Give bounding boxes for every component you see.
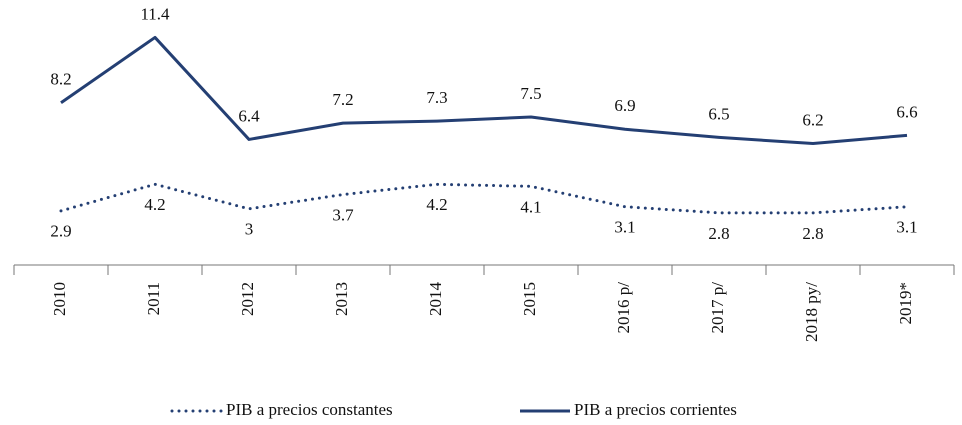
x-tick-label: 2015	[520, 282, 539, 316]
data-label: 8.2	[50, 70, 71, 89]
data-label: 7.3	[426, 88, 447, 107]
data-label: 2.8	[708, 224, 729, 243]
x-tick-label: 2016 p/	[614, 282, 633, 334]
x-tick-label: 2013	[332, 282, 351, 316]
data-label: 7.2	[332, 90, 353, 109]
x-tick-label: 2019*	[896, 282, 915, 325]
data-label: 6.5	[708, 104, 729, 123]
data-label: 3.7	[332, 205, 354, 224]
x-tick-label: 2017 p/	[708, 282, 727, 334]
data-label: 6.9	[614, 96, 635, 115]
legend-label: PIB a precios corrientes	[574, 400, 737, 419]
x-tick-label: 2014	[426, 282, 445, 317]
series-line	[59, 182, 909, 215]
data-label: 6.6	[896, 102, 917, 121]
data-label: 4.1	[520, 197, 541, 216]
data-label: 11.4	[140, 4, 170, 23]
data-label: 2.9	[50, 222, 71, 241]
legend-label: PIB a precios constantes	[226, 400, 393, 419]
x-tick-label: 2018 py/	[802, 282, 821, 342]
data-label: 4.2	[144, 195, 165, 214]
data-label: 4.2	[426, 195, 447, 214]
data-label: 6.2	[802, 110, 823, 129]
data-label: 2.8	[802, 224, 823, 243]
data-label: 6.4	[238, 106, 260, 125]
series-line	[60, 35, 908, 146]
data-label: 3	[245, 220, 254, 239]
data-label: 3.1	[614, 218, 635, 237]
x-tick-label: 2012	[238, 282, 257, 316]
data-label: 7.5	[520, 84, 541, 103]
data-label: 3.1	[896, 218, 917, 237]
x-tick-label: 2011	[144, 282, 163, 315]
x-tick-label: 2010	[50, 282, 69, 316]
